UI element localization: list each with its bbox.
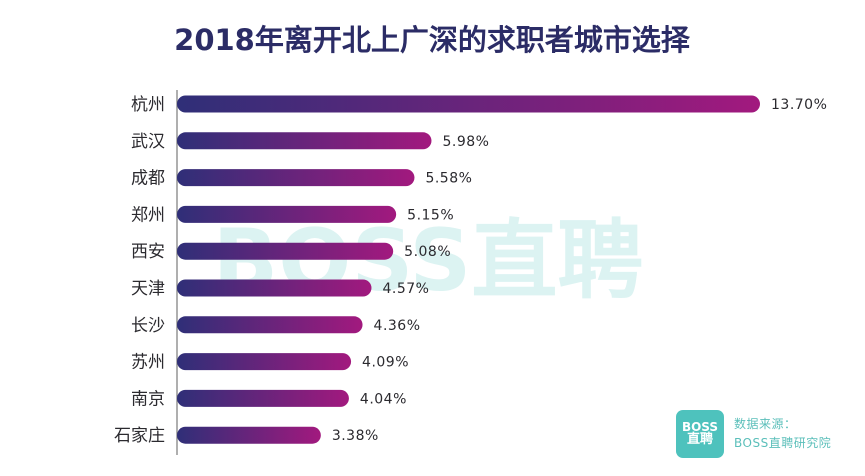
bar xyxy=(177,205,397,223)
source-text: 数据来源： BOSS直聘研究院 xyxy=(734,415,831,452)
value-label: 4.36% xyxy=(374,318,421,334)
category-label: 郑州 xyxy=(131,205,165,225)
value-label: 3.38% xyxy=(332,428,379,444)
value-label: 4.04% xyxy=(360,391,407,407)
value-label: 4.57% xyxy=(382,281,429,297)
logo-text-top: BOSS xyxy=(681,419,719,434)
value-label: 13.70% xyxy=(771,97,827,113)
bars-group: 杭州 13.70% 武汉 5.98% 成都 5.58% 郑州 5.15% 西安 5.08% 天津 4.… xyxy=(114,95,827,446)
bar xyxy=(177,242,394,260)
value-label: 5.08% xyxy=(404,244,451,260)
value-label: 4.09% xyxy=(362,355,409,371)
category-label: 长沙 xyxy=(131,316,165,336)
source-name: BOSS直聘研究院 xyxy=(734,436,832,450)
logo-text-bottom: 直聘 xyxy=(686,432,713,448)
category-label: 天津 xyxy=(131,279,165,299)
category-label: 苏州 xyxy=(131,353,165,373)
chart-title: 2018年离开北上广深的求职者城市选择 xyxy=(174,23,691,57)
data-source-block: BOSS 直聘 数据来源： BOSS直聘研究院 xyxy=(676,410,831,458)
bar xyxy=(177,316,363,334)
source-label: 数据来源： xyxy=(734,417,797,432)
bar xyxy=(177,95,760,113)
bar xyxy=(177,426,321,444)
value-label: 5.58% xyxy=(425,171,472,187)
bar xyxy=(177,389,349,407)
category-label: 石家庄 xyxy=(114,426,165,446)
boss-logo: BOSS 直聘 xyxy=(676,410,724,458)
bar xyxy=(177,169,415,187)
bar xyxy=(177,353,352,371)
category-label: 成都 xyxy=(131,169,165,189)
value-label: 5.15% xyxy=(407,207,454,223)
category-label: 西安 xyxy=(131,242,165,262)
category-label: 杭州 xyxy=(131,95,165,115)
value-label: 5.98% xyxy=(442,134,489,150)
category-label: 武汉 xyxy=(131,132,165,152)
category-label: 南京 xyxy=(131,389,165,409)
bar xyxy=(177,279,372,297)
bar xyxy=(177,132,432,150)
